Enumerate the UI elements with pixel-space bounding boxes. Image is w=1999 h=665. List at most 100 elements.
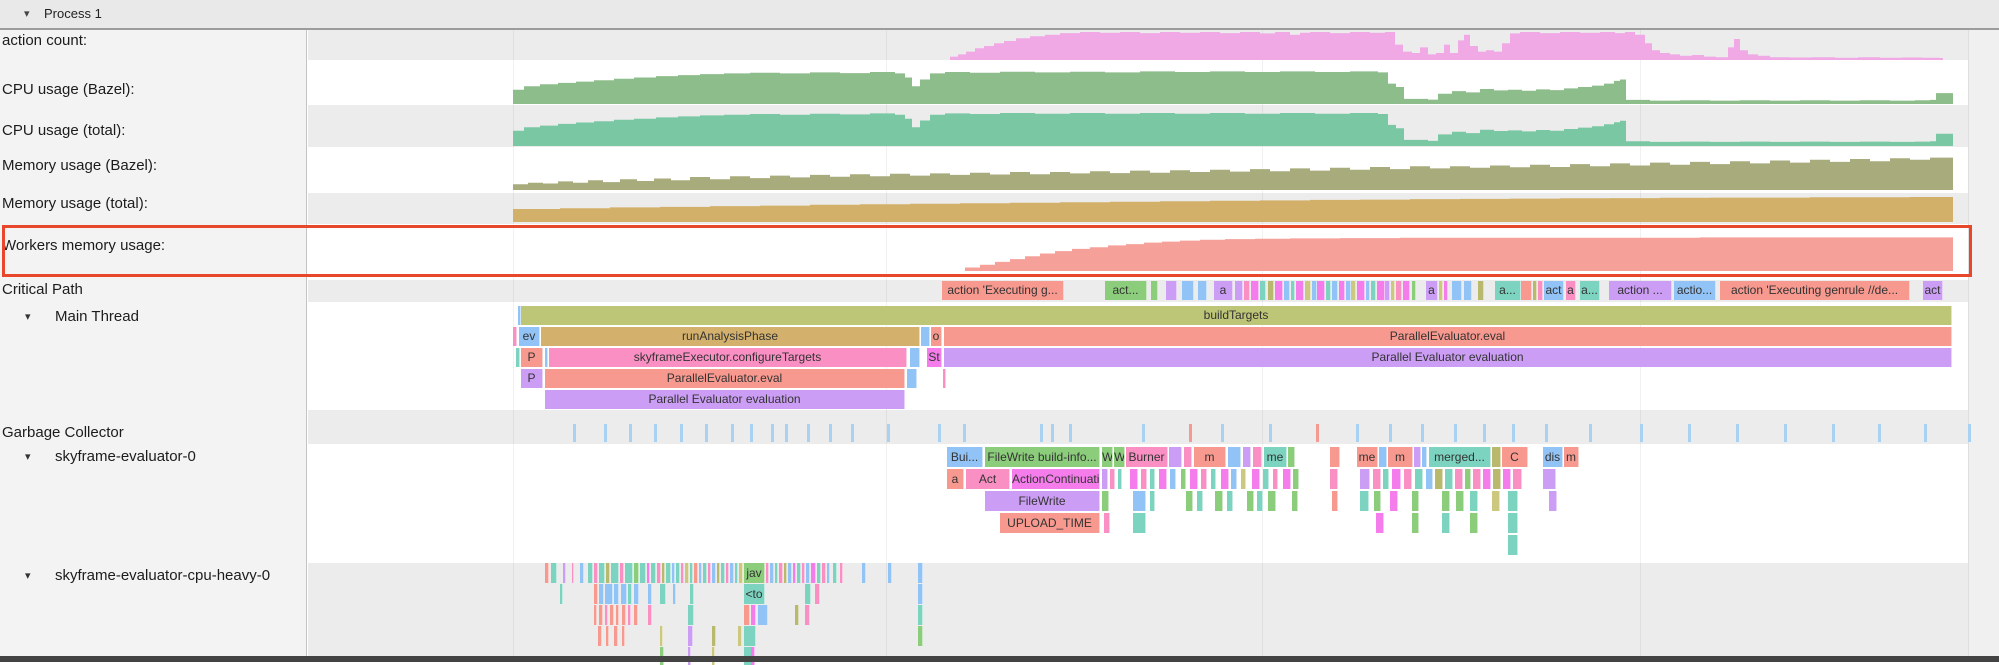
skyframe-evaluator-cpu-heavy-0-slice[interactable] [622,626,625,646]
critical-path-slice[interactable]: act [1923,281,1943,300]
main-thread-slice[interactable]: Parallel Evaluator evaluation [545,390,905,409]
skyframe-evaluator-0-slice[interactable] [1330,469,1338,489]
collapse-main-thread-icon[interactable]: ▾ [25,311,31,323]
skyframe-evaluator-cpu-heavy-0-slice[interactable] [662,563,665,583]
skyframe-evaluator-0-slice[interactable] [1257,491,1263,511]
critical-path-slice[interactable]: action 'Executing g... [942,281,1064,300]
skyframe-evaluator-0-slice[interactable]: dis [1543,447,1563,467]
skyframe-evaluator-cpu-heavy-0-slice[interactable] [918,584,923,604]
gc-tick[interactable] [829,424,832,442]
critical-path-slice[interactable] [1182,281,1194,300]
skyframe-evaluator-0-slice[interactable] [1130,469,1138,489]
skyframe-evaluator-cpu-heavy-0-slice[interactable] [811,563,816,583]
skyframe-evaluator-0-slice[interactable] [1268,491,1276,511]
chart-cpu-usage-bazel[interactable] [308,70,1955,104]
skyframe-evaluator-0-slice[interactable]: m [1564,447,1579,467]
skyframe-evaluator-cpu-heavy-0-slice[interactable] [766,563,769,583]
skyframe-evaluator-0-slice[interactable] [1110,469,1115,489]
skyframe-evaluator-cpu-heavy-0-slice[interactable] [563,563,566,583]
critical-path-slice[interactable] [1533,281,1537,300]
gc-tick[interactable] [1924,424,1927,442]
skyframe-evaluator-0-slice[interactable]: C [1502,447,1528,467]
skyframe-evaluator-cpu-heavy-0-slice[interactable] [628,605,631,625]
collapse-process-icon[interactable]: ▾ [24,8,30,20]
gc-tick[interactable] [938,424,941,442]
skyframe-evaluator-0-slice[interactable] [1483,469,1491,489]
skyframe-evaluator-cpu-heavy-0-slice[interactable] [594,605,597,625]
gc-tick[interactable] [1640,424,1643,442]
gc-tick[interactable] [963,424,966,442]
skyframe-evaluator-cpu-heavy-0-slice[interactable] [805,584,811,604]
critical-path-slice[interactable] [1326,281,1331,300]
gc-tick[interactable] [1389,424,1392,442]
gc-alert-tick[interactable] [1189,424,1192,442]
skyframe-evaluator-0-slice[interactable] [1141,469,1147,489]
skyframe-evaluator-cpu-heavy-0-slice[interactable] [918,605,923,625]
skyframe-evaluator-0-slice[interactable] [1392,469,1401,489]
skyframe-evaluator-cpu-heavy-0-slice[interactable] [628,584,632,604]
skyframe-evaluator-0-slice[interactable] [1376,513,1384,533]
chart-memory-usage-bazel[interactable] [308,154,1955,190]
critical-path-slice[interactable] [1244,281,1250,300]
skyframe-evaluator-cpu-heavy-0-slice[interactable] [802,563,805,583]
skyframe-evaluator-cpu-heavy-0-slice[interactable] [606,626,609,646]
gc-tick[interactable] [629,424,632,442]
critical-path-slice[interactable] [1439,281,1443,300]
main-thread-slice[interactable] [518,306,521,325]
skyframe-evaluator-0-slice[interactable]: me [1264,447,1287,467]
skyframe-evaluator-0-slice[interactable] [1181,469,1186,489]
critical-path-slice[interactable] [1371,281,1376,300]
critical-path-slice[interactable] [1351,281,1356,300]
gc-tick[interactable] [887,424,890,442]
skyframe-evaluator-0-slice[interactable] [1360,469,1370,489]
critical-path-slice[interactable] [1251,281,1259,300]
skyframe-evaluator-0-slice[interactable] [1513,469,1522,489]
skyframe-evaluator-0-slice[interactable]: a [947,469,964,489]
skyframe-evaluator-0-slice[interactable] [1169,447,1182,467]
skyframe-evaluator-cpu-heavy-0-slice[interactable] [806,563,810,583]
main-thread-slice[interactable]: ParallelEvaluator.eval [545,369,905,388]
main-thread-slice[interactable]: Parallel Evaluator evaluation [944,348,1952,367]
gc-tick[interactable] [785,424,788,442]
critical-path-slice[interactable] [1385,281,1390,300]
gc-tick[interactable] [1545,424,1548,442]
skyframe-evaluator-cpu-heavy-0-slice[interactable] [616,605,619,625]
skyframe-evaluator-cpu-heavy-0-slice[interactable] [625,563,633,583]
track-label-skyframe-evaluator-0[interactable]: ▾ skyframe-evaluator-0 [0,446,300,468]
skyframe-evaluator-cpu-heavy-0-slice[interactable] [795,605,799,625]
chart-workers-memory-usage[interactable] [308,236,1955,271]
skyframe-evaluator-0-slice[interactable] [1118,469,1122,489]
skyframe-evaluator-0-slice[interactable]: Burner [1126,447,1168,467]
main-thread-slice[interactable] [921,327,930,346]
critical-path-slice[interactable] [1357,281,1365,300]
skyframe-evaluator-0-slice[interactable] [1170,469,1176,489]
skyframe-evaluator-cpu-heavy-0-slice[interactable] [560,584,563,604]
skyframe-evaluator-0-slice[interactable] [1435,469,1443,489]
skyframe-evaluator-0-slice[interactable] [1133,491,1146,511]
skyframe-evaluator-cpu-heavy-0-slice[interactable] [640,563,646,583]
skyframe-evaluator-cpu-heavy-0-slice[interactable] [708,563,711,583]
skyframe-evaluator-0-slice[interactable] [1422,447,1427,467]
skyframe-evaluator-cpu-heavy-0-slice[interactable] [694,563,698,583]
skyframe-evaluator-0-slice[interactable] [1288,447,1295,467]
skyframe-evaluator-cpu-heavy-0-slice[interactable] [730,563,734,583]
critical-path-slice[interactable] [1444,281,1448,300]
main-thread-slice[interactable]: P [521,348,543,367]
skyframe-evaluator-cpu-heavy-0-slice[interactable] [651,563,656,583]
skyframe-evaluator-0-slice[interactable] [1543,469,1556,489]
critical-path-slice[interactable]: action 'Executing genrule //de... [1720,281,1910,300]
skyframe-evaluator-0-slice[interactable] [1150,469,1155,489]
skyframe-evaluator-cpu-heavy-0-slice[interactable] [545,563,549,583]
skyframe-evaluator-0-slice[interactable] [1228,447,1241,467]
skyframe-evaluator-0-slice[interactable] [1415,469,1423,489]
critical-path-slice[interactable] [1151,281,1158,300]
skyframe-evaluator-0-slice[interactable] [1492,447,1501,467]
skyframe-evaluator-cpu-heavy-0-slice[interactable] [598,626,602,646]
skyframe-evaluator-cpu-heavy-0-slice[interactable] [827,563,830,583]
skyframe-evaluator-cpu-heavy-0-slice[interactable] [817,563,821,583]
critical-path-slice[interactable] [1538,281,1543,300]
skyframe-evaluator-0-slice[interactable]: Bui... [947,447,983,467]
skyframe-evaluator-cpu-heavy-0-slice[interactable] [672,563,675,583]
skyframe-evaluator-cpu-heavy-0-slice[interactable] [888,563,892,583]
skyframe-evaluator-0-slice[interactable] [1150,491,1155,511]
